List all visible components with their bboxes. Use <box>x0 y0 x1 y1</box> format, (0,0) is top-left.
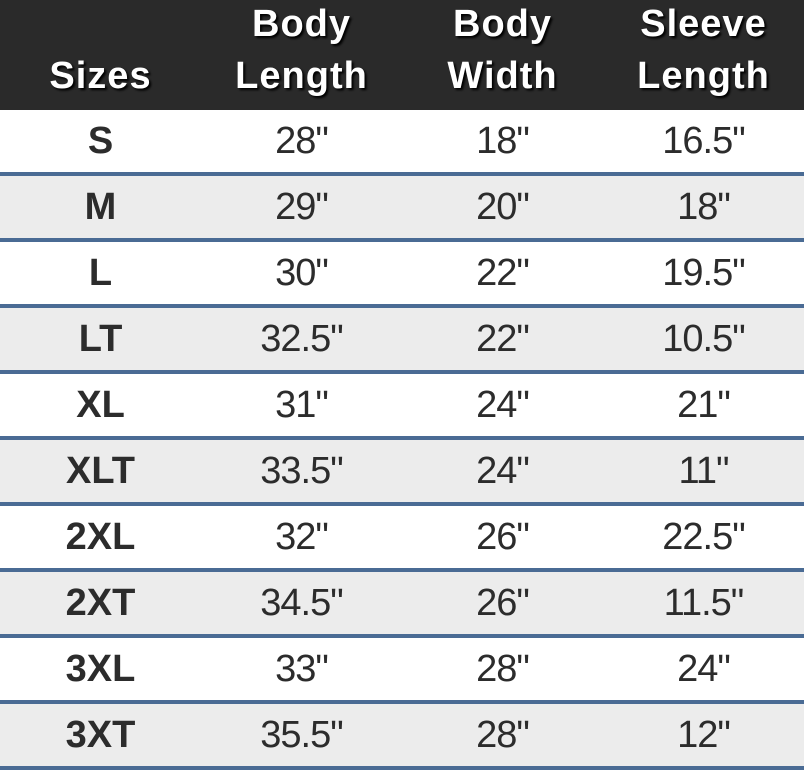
size-cell: 2XL <box>65 515 136 558</box>
measure-cell: 22" <box>476 317 530 360</box>
header-row: Sizes Body Length Body Width Sleeve Length <box>0 0 804 110</box>
header-cell: Sizes <box>49 55 152 97</box>
measure-cell: 33.5" <box>260 449 343 492</box>
size-cell: M <box>84 185 117 228</box>
measure-cell: 18" <box>476 119 530 162</box>
measure-cell: 28" <box>275 119 329 162</box>
size-cell: L <box>88 251 113 294</box>
measure-cell: 16.5" <box>662 119 745 162</box>
measure-cell: 32.5" <box>260 317 343 360</box>
header-cell: Body Width <box>447 3 558 97</box>
measure-cell: 35.5" <box>260 713 343 756</box>
measure-cell: 18" <box>677 185 731 228</box>
table-row: LT 32.5" 22" 10.5" <box>0 308 804 374</box>
measure-cell: 11" <box>678 449 730 492</box>
table-row: 3XL 33" 28" 24" <box>0 638 804 704</box>
measure-cell: 34.5" <box>260 581 343 624</box>
table-row: 2XT 34.5" 26" 11.5" <box>0 572 804 638</box>
measure-cell: 32" <box>275 515 329 558</box>
measure-cell: 33" <box>275 647 329 690</box>
table-row: 3XT 35.5" 28" 12" <box>0 704 804 770</box>
measure-cell: 10.5" <box>662 317 745 360</box>
measure-cell: 30" <box>275 251 329 294</box>
size-cell: 2XT <box>65 581 136 624</box>
measure-cell: 20" <box>476 185 530 228</box>
table-row: S 28" 18" 16.5" <box>0 110 804 176</box>
size-cell: XLT <box>66 449 135 492</box>
measure-cell: 19.5" <box>662 251 745 294</box>
measure-cell: 26" <box>476 515 530 558</box>
table-row: M 29" 20" 18" <box>0 176 804 242</box>
size-cell: XL <box>76 383 125 426</box>
table-row: XLT 33.5" 24" 11" <box>0 440 804 506</box>
table-row: XL 31" 24" 21" <box>0 374 804 440</box>
measure-cell: 28" <box>476 647 530 690</box>
size-cell: LT <box>78 317 123 360</box>
measure-cell: 26" <box>476 581 530 624</box>
measure-cell: 22.5" <box>662 515 745 558</box>
table-row: 2XL 32" 26" 22.5" <box>0 506 804 572</box>
measure-cell: 24" <box>476 383 530 426</box>
header-cell: Sleeve Length <box>637 3 770 97</box>
size-cell: 3XT <box>65 713 136 756</box>
measure-cell: 22" <box>476 251 530 294</box>
measure-cell: 21" <box>677 383 731 426</box>
measure-cell: 12" <box>677 713 731 756</box>
measure-cell: 24" <box>677 647 731 690</box>
measure-cell: 11.5" <box>663 581 745 624</box>
measure-cell: 28" <box>476 713 530 756</box>
measure-cell: 31" <box>275 383 329 426</box>
header-cell: Body Length <box>235 3 368 97</box>
measure-cell: 29" <box>275 185 329 228</box>
size-cell: 3XL <box>65 647 136 690</box>
size-cell: S <box>87 119 114 162</box>
measure-cell: 24" <box>476 449 530 492</box>
table-row: L 30" 22" 19.5" <box>0 242 804 308</box>
